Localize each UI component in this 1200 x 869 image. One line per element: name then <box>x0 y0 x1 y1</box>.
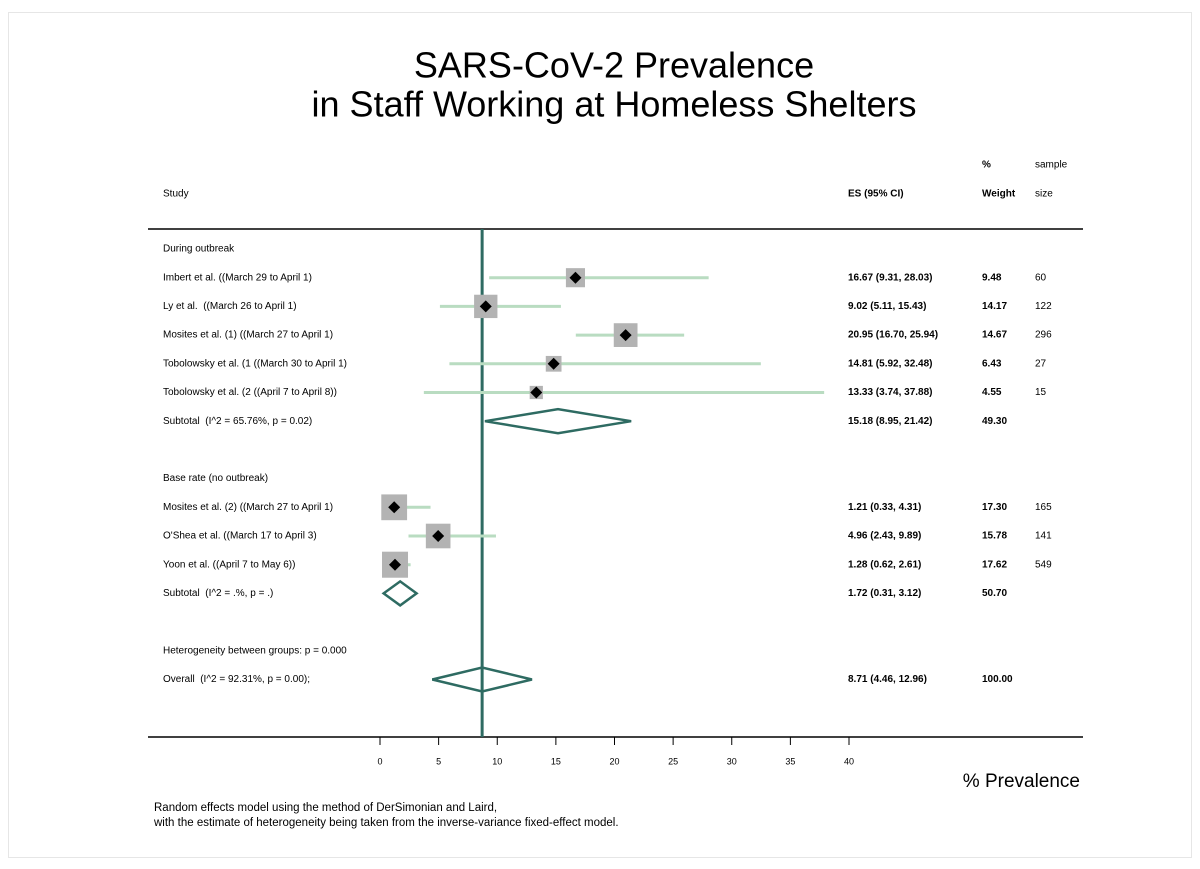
weight-label: 49.30 <box>982 416 1007 427</box>
row-label: Imbert et al. ((March 29 to April 1) <box>163 272 312 283</box>
weight-label: 9.48 <box>982 272 1002 283</box>
point-estimate <box>619 329 632 342</box>
x-tick-label: 0 <box>377 756 382 766</box>
footnote: Random effects model using the method of… <box>154 802 497 814</box>
column-header: sample <box>1035 160 1068 171</box>
es-label: 9.02 (5.11, 15.43) <box>848 301 926 312</box>
es-label: 1.72 (0.31, 3.12) <box>848 588 921 599</box>
row-label: Mosites et al. (2) ((March 27 to April 1… <box>163 502 333 513</box>
sample-size: 296 <box>1035 330 1052 341</box>
point-estimate <box>569 271 582 284</box>
weight-label: 14.17 <box>982 301 1007 312</box>
weight-label: 15.78 <box>982 531 1007 542</box>
es-label: 16.67 (9.31, 28.03) <box>848 272 933 283</box>
x-tick-label: 5 <box>436 756 441 766</box>
frame <box>8 12 1192 858</box>
x-tick-label: 20 <box>609 756 619 766</box>
x-tick-label: 30 <box>727 756 737 766</box>
column-header: ES (95% CI) <box>848 189 904 200</box>
sample-size: 141 <box>1035 531 1052 542</box>
sample-size: 122 <box>1035 301 1052 312</box>
group-label: During outbreak <box>163 244 235 255</box>
chart-title: SARS-CoV-2 Prevalence <box>414 45 814 86</box>
row-label: O'Shea et al. ((March 17 to April 3) <box>163 531 317 542</box>
weight-label: 100.00 <box>982 674 1013 685</box>
es-label: 13.33 (3.74, 37.88) <box>848 387 933 398</box>
diamond <box>484 407 632 435</box>
row-label: Subtotal (I^2 = .%, p = .) <box>163 588 273 599</box>
weight-label: 4.55 <box>982 387 1002 398</box>
heterogeneity: Heterogeneity between groups: p = 0.000 <box>163 645 347 656</box>
chart-title: in Staff Working at Homeless Shelters <box>312 84 917 125</box>
row-label: Ly et al. ((March 26 to April 1) <box>163 301 297 312</box>
x-tick-label: 10 <box>492 756 502 766</box>
point-estimate <box>432 530 445 542</box>
es-label: 8.71 (4.46, 12.96) <box>848 674 927 685</box>
point-estimate <box>388 501 401 514</box>
weight-label: 17.30 <box>982 502 1007 513</box>
es-label: 1.21 (0.33, 4.31) <box>848 502 921 513</box>
column-header: Weight <box>982 189 1016 200</box>
sample-size: 549 <box>1035 559 1052 570</box>
x-tick-label: 15 <box>551 756 561 766</box>
sample-size: 27 <box>1035 358 1047 369</box>
sample-size: 165 <box>1035 502 1052 513</box>
weight-label: 6.43 <box>982 358 1002 369</box>
group-label: Base rate (no outbreak) <box>163 473 268 484</box>
row-label: Overall (I^2 = 92.31%, p = 0.00); <box>163 674 310 685</box>
point-estimate <box>479 300 492 313</box>
point-estimate <box>530 386 543 399</box>
es-label: 14.81 (5.92, 32.48) <box>848 358 933 369</box>
column-header: Study <box>163 189 189 200</box>
column-header: size <box>1035 189 1053 200</box>
weight-label: 17.62 <box>982 559 1007 570</box>
column-header: % <box>982 160 991 171</box>
weight-label: 14.67 <box>982 330 1007 341</box>
x-tick-label: 40 <box>844 756 854 766</box>
row-label: Yoon et al. ((April 7 to May 6)) <box>163 559 295 570</box>
x-tick-label: 35 <box>785 756 795 766</box>
point-estimate <box>547 357 560 370</box>
point-estimate <box>389 558 402 571</box>
es-label: 20.95 (16.70, 25.94) <box>848 330 938 341</box>
row-label: Subtotal (I^2 = 65.76%, p = 0.02) <box>163 416 312 427</box>
sample-size: 60 <box>1035 272 1047 283</box>
x-tick-label: 25 <box>668 756 678 766</box>
weight-label: 50.70 <box>982 588 1007 599</box>
es-label: 15.18 (8.95, 21.42) <box>848 416 933 427</box>
es-label: 4.96 (2.43, 9.89) <box>848 531 921 542</box>
es-label: 1.28 (0.62, 2.61) <box>848 559 921 570</box>
x-axis-label: % Prevalence <box>963 771 1080 792</box>
row-label: Tobolowsky et al. (1 ((March 30 to April… <box>163 358 347 369</box>
sample-size: 15 <box>1035 387 1047 398</box>
footnote: with the estimate of heterogeneity being… <box>153 817 619 829</box>
row-label: Tobolowsky et al. (2 ((April 7 to April … <box>163 387 337 398</box>
diamond <box>381 579 419 607</box>
row-label: Mosites et al. (1) ((March 27 to April 1… <box>163 330 333 341</box>
diamond <box>432 666 533 693</box>
